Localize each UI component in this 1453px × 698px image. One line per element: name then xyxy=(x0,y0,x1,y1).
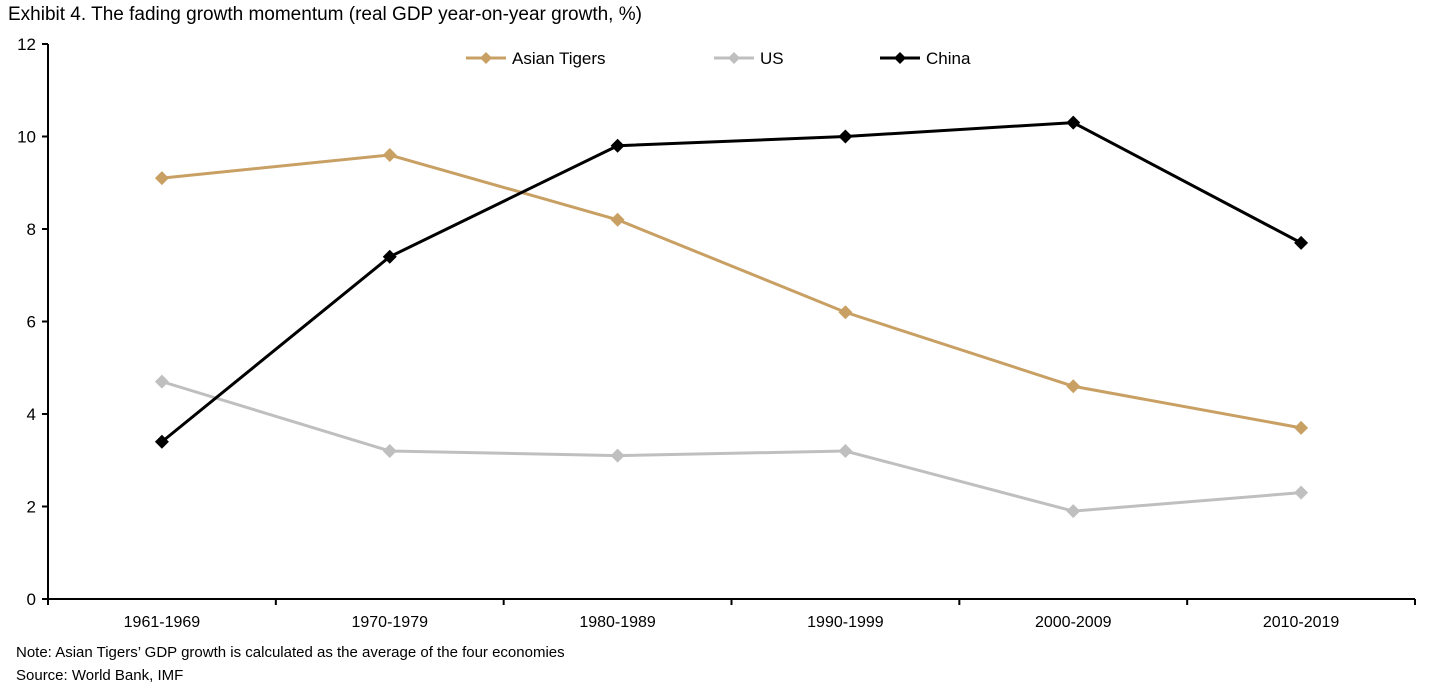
us-point xyxy=(610,448,625,463)
us-point xyxy=(838,444,853,458)
y-tick-label: 12 xyxy=(17,35,36,54)
chart-title: Exhibit 4. The fading growth momentum (r… xyxy=(8,4,642,25)
asian-tigers-point xyxy=(610,212,625,227)
china-point xyxy=(1066,115,1081,130)
china-point xyxy=(1294,235,1309,250)
chart-note: Note: Asian Tigers’ GDP growth is calcul… xyxy=(16,644,565,661)
y-tick-label: 8 xyxy=(27,220,36,239)
us-point xyxy=(1066,504,1081,519)
asian-tigers-point xyxy=(1066,379,1081,394)
x-tick-label: 1990-1999 xyxy=(807,614,884,631)
legend-asian-tigers-marker xyxy=(480,52,492,64)
china-line xyxy=(160,121,1302,443)
us-point xyxy=(1294,485,1309,500)
legend-us-marker xyxy=(728,52,740,64)
us-line xyxy=(161,380,1302,513)
x-tick-label: 2010-2019 xyxy=(1263,614,1340,631)
y-tick-label: 4 xyxy=(27,405,36,424)
asian-tigers-line xyxy=(161,153,1302,430)
asian-tigers-point xyxy=(838,305,853,320)
y-tick-label: 10 xyxy=(17,128,36,147)
x-tick-label: 1970-1979 xyxy=(351,614,428,631)
chart-source: Source: World Bank, IMF xyxy=(16,667,184,684)
y-tick-label: 6 xyxy=(27,313,36,332)
legend-asian-tigers-label: Asian Tigers xyxy=(512,49,606,68)
us-point xyxy=(154,374,169,389)
us-point xyxy=(382,444,397,458)
x-tick-label: 1961-1969 xyxy=(124,614,201,631)
legend-us-label: US xyxy=(760,49,784,68)
china-point xyxy=(382,249,397,264)
x-tick-label: 1980-1989 xyxy=(579,614,656,631)
y-tick-label: 0 xyxy=(27,590,36,609)
legend-china-label: China xyxy=(926,49,971,68)
legend-china-marker xyxy=(894,52,906,64)
asian-tigers-point xyxy=(154,171,169,186)
asian-tigers-point xyxy=(1294,420,1309,435)
x-tick-label: 2000-2009 xyxy=(1035,614,1112,631)
asian-tigers-point xyxy=(382,148,397,162)
china-point xyxy=(838,129,853,144)
china-point xyxy=(154,434,169,449)
y-tick-label: 2 xyxy=(27,498,36,517)
china-point xyxy=(610,138,625,153)
